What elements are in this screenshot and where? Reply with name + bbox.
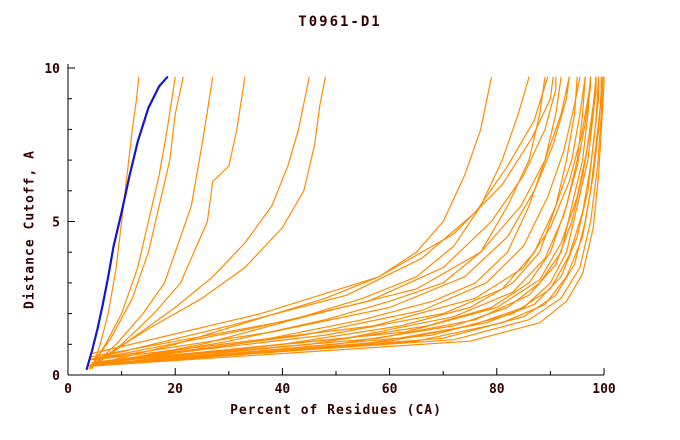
series-model-19 — [94, 76, 592, 364]
y-tick-label: 0 — [52, 369, 60, 384]
series-model-22 — [91, 76, 570, 361]
x-tick-label: 60 — [382, 382, 398, 397]
series-model-21 — [91, 76, 581, 364]
series-model-18 — [94, 76, 597, 364]
series-model-02 — [88, 76, 176, 370]
page-title: T0961-D1 — [298, 14, 382, 30]
series-model-25 — [94, 76, 602, 367]
x-tick-label: 0 — [64, 382, 72, 397]
series-model-29 — [91, 76, 570, 358]
series-model-11 — [88, 76, 562, 367]
series-model-31 — [94, 76, 605, 367]
series-model-24 — [88, 76, 549, 361]
series-model-08 — [88, 76, 492, 367]
series-model-04 — [88, 76, 214, 370]
series-model-03 — [88, 76, 184, 370]
x-axis-label: Percent of Residues (CA) — [230, 403, 442, 418]
series-model-01 — [91, 76, 140, 370]
series-model-27 — [94, 76, 597, 364]
x-tick-label: 80 — [489, 382, 505, 397]
x-tick-label: 20 — [167, 382, 183, 397]
y-tick-label: 5 — [52, 216, 60, 231]
series-model-32 — [94, 76, 604, 365]
series-model-12 — [88, 76, 578, 367]
x-tick-label: 40 — [275, 382, 291, 397]
series-model-28 — [94, 76, 592, 361]
series-model-26 — [94, 76, 600, 367]
x-tick-label: 100 — [592, 382, 616, 397]
series-model-30 — [91, 76, 554, 355]
series-model-13 — [88, 76, 586, 367]
series-blue-model — [85, 76, 169, 370]
y-axis-label: Distance Cutoff, A — [22, 150, 38, 309]
series-model-15 — [94, 76, 597, 367]
series-model-09 — [88, 76, 530, 367]
series-model-06 — [88, 76, 310, 370]
y-tick-label: 10 — [44, 62, 60, 77]
series-model-23 — [91, 76, 557, 361]
series-model-07 — [88, 76, 326, 367]
series-model-05 — [88, 76, 246, 370]
